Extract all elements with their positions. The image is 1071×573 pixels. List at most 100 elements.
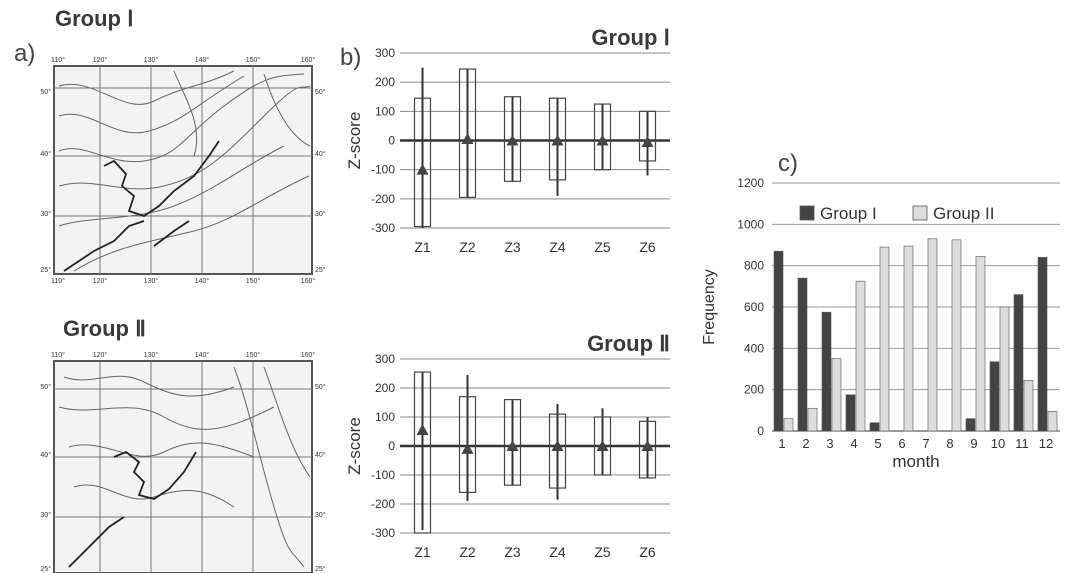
map-coastline: [68, 450, 197, 568]
box-Z4: [548, 97, 567, 181]
weather-map-group-2: 110° 120° 130° 140° 150° 160° 50° 40° 30° 25° 50° 4…: [40, 351, 326, 573]
y-axis-label: Frequency: [701, 269, 718, 345]
bar-group-i-3: [821, 311, 832, 432]
map-bottom-tick-label: 130°: [144, 277, 159, 284]
bar-group-i-4: [845, 394, 856, 432]
x-tick-label: 7: [922, 436, 929, 451]
map-left-tick-label: 30°: [40, 511, 51, 519]
map-tick-labels: 110° 120° 130° 140° 150° 160° 110° 120° 130° 140°…: [40, 56, 325, 284]
map-frame: [53, 360, 313, 573]
y-tick-label: -200: [371, 497, 395, 511]
map-top-tick-label: 150°: [246, 351, 261, 359]
y-tick-label: -100: [371, 163, 395, 177]
map-top-tick-label: 120°: [93, 351, 108, 359]
mean-marker-Z5: [596, 134, 609, 146]
y-tick-label: 1000: [737, 217, 764, 231]
map-left-tick-label: 40°: [40, 451, 51, 459]
x-tick-label: 2: [802, 436, 809, 451]
map-left-tick-label: 40°: [40, 150, 51, 158]
x-tick-label: Z6: [639, 544, 656, 560]
map-frame: [53, 65, 313, 275]
x-tick-label: Z3: [504, 239, 521, 255]
map-isobars: [58, 366, 311, 568]
map-bottom-tick-label: 110°: [51, 277, 65, 284]
x-tick-label: Z2: [459, 239, 476, 255]
mean-marker-Z2: [461, 442, 474, 454]
y-tick-label: 600: [744, 300, 764, 314]
panel-label-a: a): [14, 40, 36, 67]
x-tick-label: 8: [946, 436, 953, 451]
map-top-tick-label: 160°: [301, 351, 316, 359]
map-right-tick-label: 50°: [315, 88, 326, 96]
zscore-chart-group-2: Group Ⅱ 300 200 100 0 -100 -200 -300 Z-score Z1 Z2…: [345, 331, 670, 560]
x-tick-label: Z1: [414, 544, 431, 560]
y-tick-label: 800: [744, 259, 764, 273]
bar-group-ii-11: [1023, 380, 1034, 432]
y-axis-label: Z-score: [345, 112, 364, 170]
x-tick-label: Z3: [504, 544, 521, 560]
bar-group-i-5: [869, 422, 880, 432]
map-bottom-tick-label: 160°: [301, 277, 316, 284]
map-right-tick-label: 50°: [315, 383, 326, 391]
map-right-tick-label: 40°: [315, 150, 326, 158]
box-Z4: [548, 413, 567, 489]
mean-marker-Z3: [506, 134, 519, 146]
y-tick-label: -300: [371, 221, 395, 235]
bar-group-ii-4: [855, 280, 866, 432]
mean-marker-Z1: [416, 424, 429, 436]
map-left-tick-label: 25°: [40, 266, 51, 274]
bar-group-ii-10: [999, 306, 1010, 432]
zscore-chart-group-1: Group Ⅰ 300 200 100 0 -100 -200 -300 Z-score Z1 Z2…: [345, 25, 670, 255]
bar-group-ii-3: [831, 358, 842, 432]
x-tick-label: Z4: [549, 239, 566, 255]
x-axis-label: month: [892, 452, 939, 471]
map-top-tick-label: 150°: [246, 56, 261, 64]
y-tick-label: -100: [371, 468, 395, 482]
bar-group-ii-9: [975, 256, 986, 432]
x-tick-label: 11: [1015, 436, 1029, 451]
bar-group-i-11: [1013, 294, 1024, 432]
x-tick-label: 4: [850, 436, 857, 451]
x-tick-label: 3: [826, 436, 833, 451]
bar-group-i-9: [965, 418, 976, 432]
chart-title: Group Ⅱ: [587, 331, 670, 356]
x-tick-label: 1: [778, 436, 785, 451]
y-tick-label: 200: [375, 75, 395, 89]
map-right-tick-label: 30°: [315, 511, 326, 519]
mean-marker-Z6: [641, 135, 654, 147]
map-right-tick-label: 25°: [315, 565, 326, 573]
x-tick-label: 9: [970, 436, 977, 451]
y-tick-label: 300: [375, 352, 395, 366]
map-isobars: [58, 70, 311, 272]
map-left-tick-label: 30°: [40, 210, 51, 218]
chart-title: Group Ⅰ: [591, 25, 670, 50]
mean-marker-Z2: [461, 133, 474, 145]
panel-label-b: b): [340, 44, 362, 71]
map-right-tick-label: 30°: [315, 210, 326, 218]
bar-group-ii-12: [1047, 411, 1058, 432]
x-tick-label: 5: [874, 436, 881, 451]
y-tick-label: 1200: [737, 176, 764, 190]
legend-label: Group I: [820, 204, 877, 223]
map-title-group-1: Group Ⅰ: [55, 6, 134, 31]
map-title-group-2: Group Ⅱ: [63, 316, 146, 341]
panel-label-c: c): [778, 150, 798, 177]
box-Z2: [458, 396, 477, 493]
box-Z6: [638, 110, 657, 162]
legend-swatch: [912, 205, 928, 221]
box-Z5: [593, 103, 612, 171]
box-Z6: [638, 420, 657, 479]
map-right-tick-label: 25°: [315, 266, 326, 274]
bar-group-i-1: [773, 250, 784, 432]
map-left-tick-label: 25°: [40, 565, 51, 573]
mean-marker-Z6: [641, 440, 654, 451]
box-Z2: [458, 68, 477, 198]
y-tick-label: 0: [757, 424, 764, 438]
map-bottom-tick-label: 150°: [246, 277, 261, 284]
x-tick-label: Z5: [594, 544, 611, 560]
map-gridlines: [54, 66, 312, 274]
map-top-tick-label: 160°: [301, 56, 316, 64]
weather-map-group-1: 110° 120° 130° 140° 150° 160° 110° 120° 130° 140°…: [40, 56, 325, 284]
x-tick-label: 10: [991, 436, 1005, 451]
